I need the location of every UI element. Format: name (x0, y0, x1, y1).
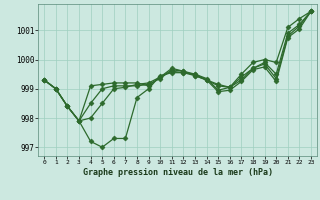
X-axis label: Graphe pression niveau de la mer (hPa): Graphe pression niveau de la mer (hPa) (83, 168, 273, 177)
